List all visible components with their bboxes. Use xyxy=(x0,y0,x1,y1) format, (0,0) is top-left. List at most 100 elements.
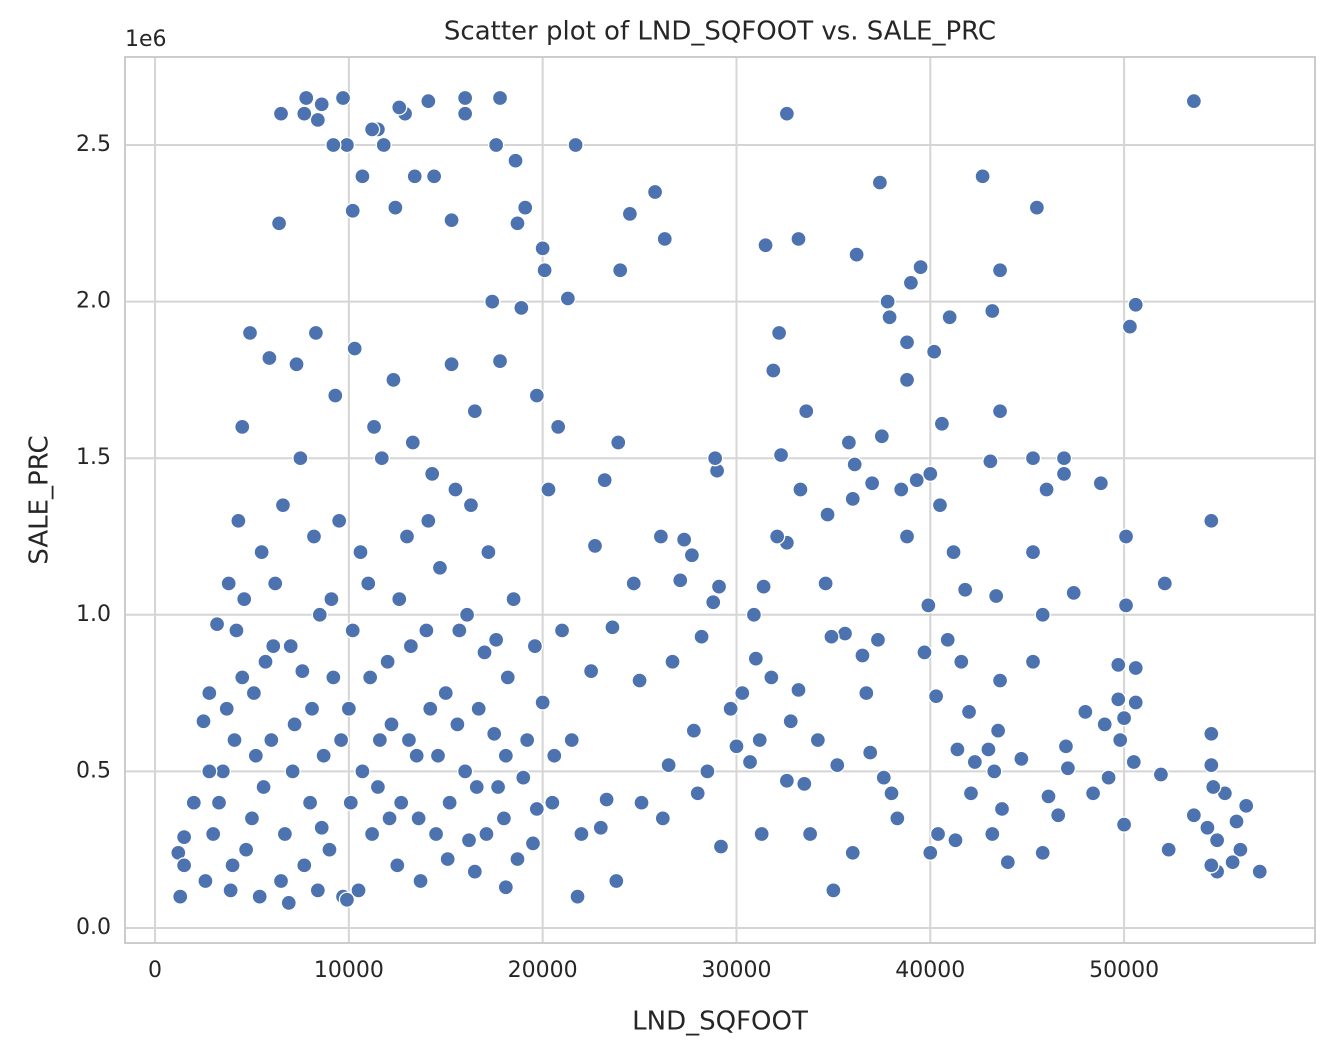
point xyxy=(1115,709,1133,727)
point xyxy=(582,663,600,680)
point xyxy=(519,731,536,749)
point xyxy=(941,309,958,326)
point xyxy=(817,575,834,592)
point xyxy=(689,785,706,802)
point xyxy=(819,506,836,523)
point xyxy=(1096,716,1113,733)
point xyxy=(230,512,247,529)
point xyxy=(879,293,896,310)
point xyxy=(470,700,487,717)
point xyxy=(984,825,1001,843)
point xyxy=(672,572,689,589)
point xyxy=(476,644,493,661)
point xyxy=(528,387,545,404)
point xyxy=(693,628,710,645)
point xyxy=(282,637,299,655)
point xyxy=(354,168,371,185)
point xyxy=(654,810,671,827)
point xyxy=(305,528,323,545)
point xyxy=(241,324,259,342)
point xyxy=(447,481,464,498)
point xyxy=(1117,528,1135,545)
point xyxy=(883,785,900,802)
point xyxy=(734,684,751,702)
point xyxy=(945,543,962,561)
y-tick-label: 0.0 xyxy=(76,915,111,940)
point xyxy=(331,512,348,529)
point xyxy=(957,581,974,598)
point xyxy=(286,716,303,733)
point xyxy=(631,672,648,689)
x-tick-label: 20000 xyxy=(508,958,578,983)
point xyxy=(267,575,284,592)
point xyxy=(664,653,681,670)
point xyxy=(487,136,505,154)
point xyxy=(790,681,807,699)
point xyxy=(371,731,389,749)
point xyxy=(989,722,1007,739)
point xyxy=(962,785,980,802)
point xyxy=(1055,465,1073,482)
point xyxy=(1055,450,1073,467)
point xyxy=(1224,854,1241,871)
point xyxy=(456,763,474,780)
point xyxy=(234,669,251,686)
point xyxy=(1065,584,1082,602)
point xyxy=(1208,832,1226,849)
point xyxy=(534,694,551,711)
point xyxy=(1127,296,1144,313)
point xyxy=(497,879,514,896)
point xyxy=(862,744,879,761)
point xyxy=(974,168,991,185)
point xyxy=(1024,450,1042,467)
point xyxy=(792,481,809,498)
plot-frame xyxy=(124,56,1316,944)
point xyxy=(939,631,956,648)
point xyxy=(699,763,716,780)
point xyxy=(507,152,524,169)
point xyxy=(984,302,1001,320)
point xyxy=(208,616,226,633)
point xyxy=(755,578,772,595)
point xyxy=(342,794,359,811)
point xyxy=(210,794,228,811)
point xyxy=(825,882,842,899)
point xyxy=(296,105,313,122)
point xyxy=(710,578,728,595)
point xyxy=(443,212,460,229)
point xyxy=(846,456,863,473)
point xyxy=(707,450,724,467)
x-axis-label: LND_SQFOOT xyxy=(632,1007,808,1037)
point xyxy=(431,559,449,576)
x-tick-label: 0 xyxy=(148,958,162,983)
y-scale-label: 1e6 xyxy=(125,27,167,52)
point xyxy=(1203,512,1220,529)
point xyxy=(288,356,305,373)
point xyxy=(294,663,311,680)
point xyxy=(334,89,352,107)
point xyxy=(439,850,456,868)
point xyxy=(272,105,290,122)
x-tick-label: 10000 xyxy=(314,958,384,983)
point xyxy=(1127,694,1144,711)
point xyxy=(1238,797,1255,814)
point xyxy=(947,832,964,849)
y-axis-label: SALE_PRC xyxy=(25,435,55,564)
point xyxy=(986,763,1003,780)
point xyxy=(858,684,875,702)
point xyxy=(1028,199,1046,216)
point xyxy=(441,794,458,811)
point xyxy=(1050,807,1067,824)
point xyxy=(912,258,929,276)
point xyxy=(840,434,858,451)
point xyxy=(753,825,770,843)
point xyxy=(991,403,1009,420)
point xyxy=(592,819,609,836)
point xyxy=(425,168,443,185)
point xyxy=(1084,785,1102,802)
point xyxy=(871,174,889,191)
point xyxy=(889,810,906,827)
point xyxy=(854,647,871,664)
point xyxy=(908,471,925,489)
point xyxy=(513,299,530,317)
